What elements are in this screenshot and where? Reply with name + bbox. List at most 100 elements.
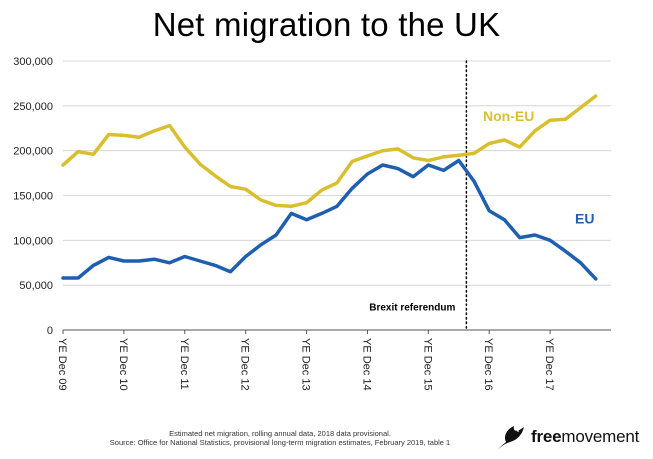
x-axis: YE Dec 09 YE Dec 10 YE Dec 11 YE Dec 12 YE D… (56, 330, 555, 391)
data-point (366, 173, 369, 175)
data-point (519, 237, 521, 239)
data-point (503, 219, 506, 221)
data-point (260, 199, 262, 201)
series-layer (61, 94, 598, 281)
data-point (351, 160, 353, 163)
data-point (427, 159, 429, 162)
data-point (138, 136, 140, 138)
y-tick-label: 150,000 (13, 191, 53, 203)
data-point (138, 260, 140, 262)
data-point (473, 180, 475, 182)
data-point (442, 169, 445, 171)
data-point (184, 146, 186, 148)
data-point (397, 148, 399, 150)
data-point (397, 168, 399, 170)
footnote-line: Estimated net migration, rolling annual … (169, 429, 391, 438)
data-point (351, 187, 353, 189)
data-point (245, 255, 247, 258)
data-point (412, 176, 414, 178)
data-point (442, 156, 445, 158)
data-point (382, 150, 384, 152)
x-tick-label: YE Dec 17 (543, 338, 555, 391)
data-point (123, 134, 125, 137)
data-point (503, 139, 506, 141)
data-point (534, 234, 536, 236)
data-point (77, 150, 79, 153)
series-line-eu (61, 158, 598, 281)
bird-icon (498, 426, 524, 449)
data-point (488, 142, 490, 145)
data-point (321, 212, 323, 215)
data-point (290, 212, 292, 215)
data-point (275, 234, 277, 236)
x-tick-label: YE Dec 10 (117, 338, 129, 391)
data-point (564, 250, 566, 252)
footnote-line: Source: Office for National Statistics, … (109, 438, 451, 447)
data-point (92, 153, 95, 155)
data-point (153, 258, 155, 260)
data-point (458, 159, 460, 162)
y-tick-label: 100,000 (13, 235, 53, 247)
data-point (92, 264, 95, 267)
data-point (336, 182, 338, 184)
data-point (305, 202, 308, 204)
data-point (184, 255, 186, 258)
data-point (549, 239, 551, 241)
data-point (412, 157, 414, 159)
data-point (382, 164, 384, 166)
data-point (488, 210, 490, 212)
data-point (534, 130, 536, 132)
data-point (214, 175, 216, 177)
data-point (229, 185, 232, 188)
data-point (564, 118, 566, 120)
series-label-eu: EU (575, 210, 594, 226)
y-axis: 0 50,000 100,000 150,000 200,000 250,000 300,0… (13, 56, 53, 337)
y-tick-label: 200,000 (13, 146, 53, 158)
data-point (168, 124, 171, 127)
data-point (123, 260, 125, 262)
x-tick-label: YE Dec 13 (300, 338, 312, 391)
x-tick-label: YE Dec 09 (56, 338, 68, 391)
x-tick-label: YE Dec 12 (239, 338, 251, 391)
y-tick-label: 50,000 (19, 280, 53, 292)
data-point (153, 130, 155, 132)
y-tick-label: 0 (47, 325, 53, 337)
data-point (275, 204, 277, 206)
data-point (199, 260, 201, 262)
x-tick-label: YE Dec 14 (360, 338, 372, 391)
y-tick-label: 250,000 (13, 101, 53, 113)
brand-logo: freemovement (497, 422, 639, 452)
data-point (579, 262, 582, 264)
x-tick-label: YE Dec 16 (482, 338, 494, 391)
data-point (321, 189, 323, 191)
data-point (336, 205, 338, 207)
series-line-non-eu (61, 94, 598, 209)
data-point (260, 244, 262, 246)
data-point (458, 154, 460, 156)
data-point (245, 188, 247, 190)
data-point (168, 262, 171, 264)
grid-layer (63, 60, 611, 331)
data-point (199, 163, 201, 165)
x-tick-label: YE Dec 15 (421, 338, 433, 391)
x-tick-label: YE Dec 11 (178, 338, 190, 390)
data-point (579, 107, 582, 109)
data-point (427, 164, 429, 166)
data-point (366, 155, 369, 157)
data-point (62, 164, 64, 166)
data-point (595, 278, 597, 280)
data-point (108, 133, 110, 136)
data-point (62, 277, 64, 279)
data-point (290, 205, 292, 207)
data-point (77, 277, 79, 279)
brexit-referendum-label: Brexit referendum (369, 302, 455, 313)
footnote: Estimated net migration, rolling annual … (0, 429, 560, 447)
brand-text: freemovement (531, 427, 640, 446)
data-point (214, 264, 216, 267)
data-point (305, 219, 308, 221)
y-tick-label: 300,000 (13, 56, 53, 68)
data-point (229, 271, 232, 273)
data-point (519, 146, 521, 148)
annotation-layer: Brexit referendum (369, 60, 468, 331)
